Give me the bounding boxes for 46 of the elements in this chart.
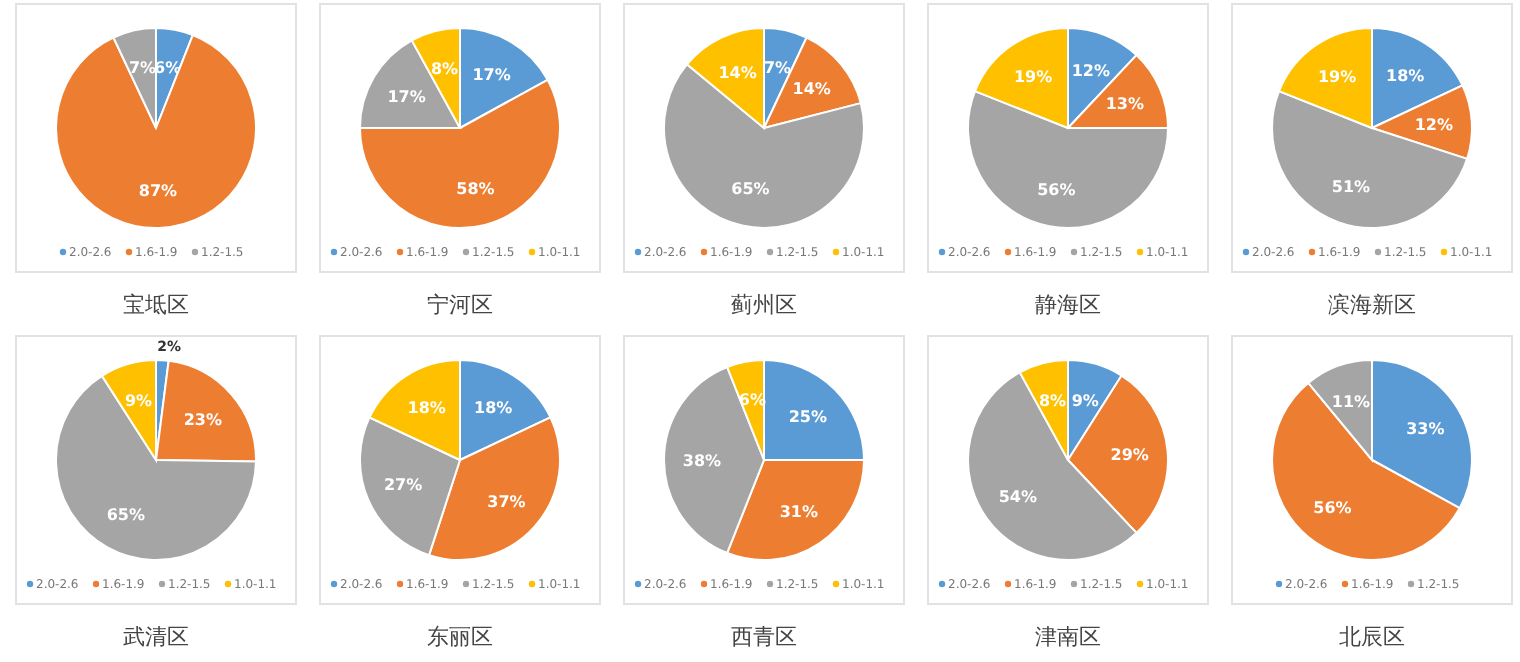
data-label: 7% xyxy=(763,59,792,78)
data-label: 51% xyxy=(1331,177,1371,196)
data-label: 8% xyxy=(1038,391,1067,410)
data-label: 19% xyxy=(1317,68,1357,87)
text: 滨海新区 xyxy=(1328,292,1416,318)
data-label: 11% xyxy=(1331,393,1371,412)
data-label: 25% xyxy=(788,407,827,426)
text: 蓟州区 xyxy=(731,292,797,318)
data-label: 54% xyxy=(998,488,1037,507)
data-label: 65% xyxy=(106,505,146,524)
data-label: 56% xyxy=(1037,180,1076,199)
text: 武清区 xyxy=(123,624,189,650)
data-label: 29% xyxy=(1110,445,1149,464)
data-label: 14% xyxy=(718,63,757,82)
data-label: 65% xyxy=(731,180,770,199)
data-label: 9% xyxy=(1071,392,1099,411)
data-label: 7% xyxy=(128,59,157,78)
data-label: 87% xyxy=(138,181,178,200)
data-label: 23% xyxy=(183,411,223,429)
data-label: 56% xyxy=(1313,499,1352,518)
data-label: 31% xyxy=(779,502,819,521)
text: 宁河区 xyxy=(427,292,493,318)
data-label: 18% xyxy=(1386,67,1425,86)
data-label: 38% xyxy=(682,451,722,470)
data-label: 9% xyxy=(124,392,153,411)
data-label: 17% xyxy=(387,88,426,107)
data-label: 18% xyxy=(407,399,446,418)
data-label: 58% xyxy=(456,179,495,198)
data-label: 33% xyxy=(1406,420,1445,439)
data-label: 19% xyxy=(1013,68,1053,87)
pie-slice xyxy=(55,34,257,229)
data-label: 12% xyxy=(1414,115,1454,134)
data-label: 18% xyxy=(474,399,513,418)
text: 津南区 xyxy=(1035,624,1101,650)
data-label: 8% xyxy=(430,59,459,78)
data-label: 27% xyxy=(383,476,423,495)
data-label: 14% xyxy=(792,80,831,99)
data-label: 17% xyxy=(472,66,511,85)
text: 东丽区 xyxy=(427,624,493,650)
text: 宝坻区 xyxy=(123,292,189,318)
data-label: 12% xyxy=(1071,61,1110,80)
data-label: 13% xyxy=(1105,94,1145,113)
data-label: 37% xyxy=(487,492,526,511)
text: 北辰区 xyxy=(1339,624,1405,650)
text: 静海区 xyxy=(1035,292,1101,318)
text: 西青区 xyxy=(731,624,797,650)
